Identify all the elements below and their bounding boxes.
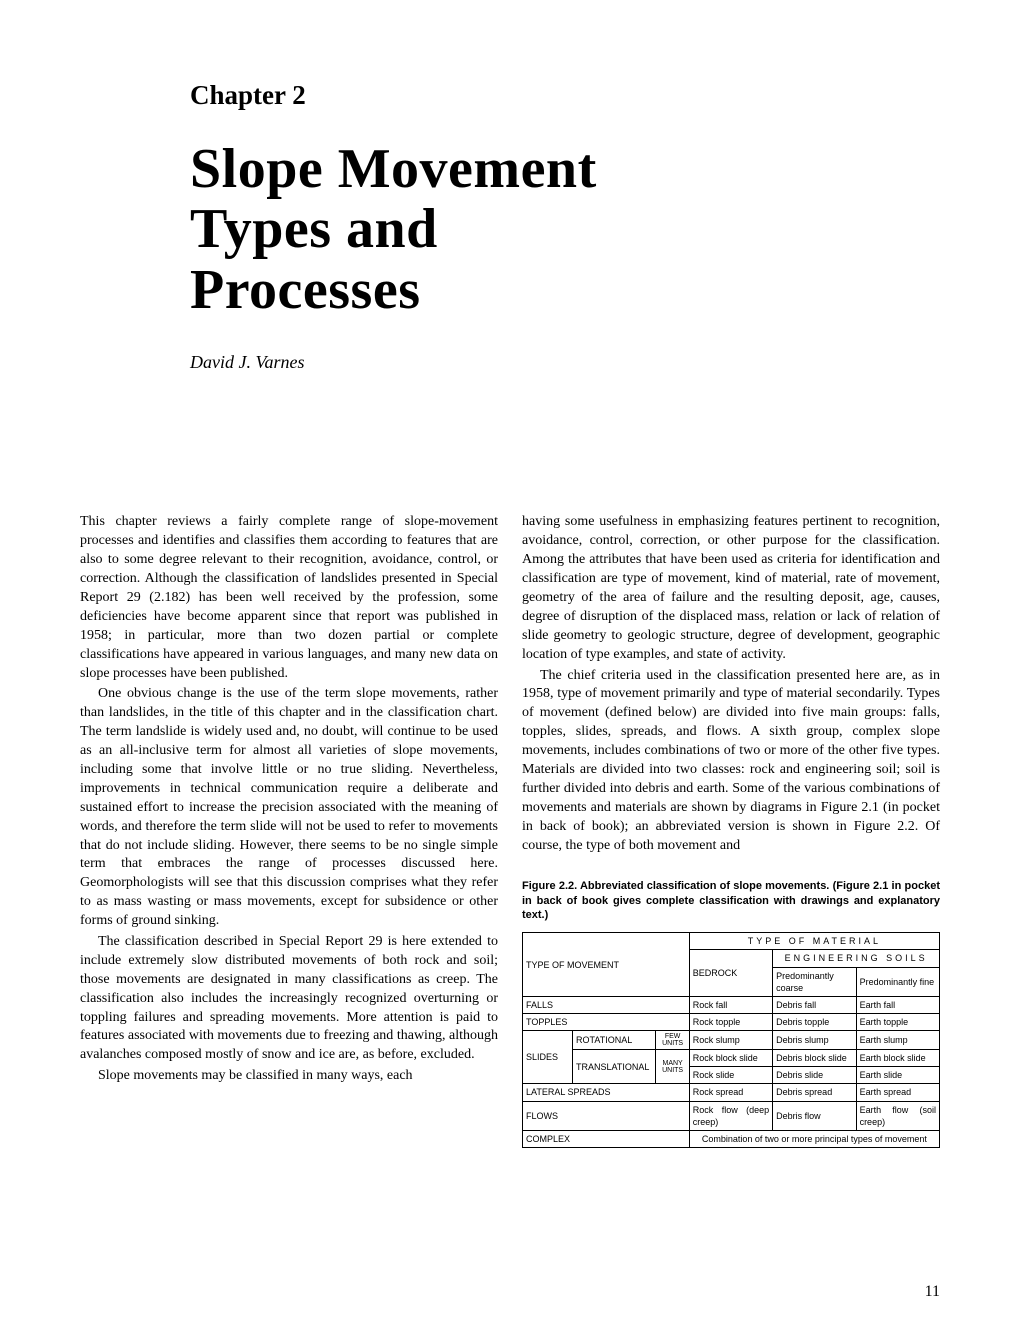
flows-label: FLOWS [523, 1101, 690, 1130]
lateral-bedrock: Rock spread [689, 1084, 772, 1101]
table-row: TRANSLATIONAL MANY UNITS Rock block slid… [523, 1050, 940, 1067]
header-bedrock: BEDROCK [689, 950, 772, 996]
left-column: This chapter reviews a fairly complete r… [80, 513, 498, 1148]
table-row: SLIDES ROTATIONAL FEW UNITS Rock slump D… [523, 1031, 940, 1050]
trans-coarse1: Debris block slide [773, 1050, 856, 1067]
chapter-title: Slope Movement Types and Processes [190, 139, 940, 320]
slides-label: SLIDES [523, 1031, 573, 1084]
topples-fine: Earth topple [856, 1014, 939, 1031]
rot-fine: Earth slump [856, 1031, 939, 1050]
falls-fine: Earth fall [856, 996, 939, 1013]
rot-bedrock: Rock slump [689, 1031, 772, 1050]
page-number: 11 [925, 1283, 940, 1301]
falls-bedrock: Rock fall [689, 996, 772, 1013]
lateral-label: LATERAL SPREADS [523, 1084, 690, 1101]
title-line-2: Types and [190, 199, 940, 259]
left-p4: Slope movements may be classified in man… [80, 1067, 498, 1086]
complex-label: COMPLEX [523, 1130, 690, 1147]
falls-label: FALLS [523, 996, 690, 1013]
lateral-fine: Earth spread [856, 1084, 939, 1101]
header-eng-soils: ENGINEERING SOILS [773, 950, 940, 967]
many-units: MANY UNITS [656, 1050, 689, 1084]
trans-bedrock2: Rock slide [689, 1067, 772, 1084]
classification-table: TYPE OF MOVEMENT TYPE OF MATERIAL BEDROC… [522, 932, 940, 1148]
translational-label: TRANSLATIONAL [573, 1050, 656, 1084]
trans-fine1: Earth block slide [856, 1050, 939, 1067]
table-row: FALLS Rock fall Debris fall Earth fall [523, 996, 940, 1013]
topples-label: TOPPLES [523, 1014, 690, 1031]
title-line-1: Slope Movement [190, 139, 940, 199]
flows-bedrock: Rock flow (deep creep) [689, 1101, 772, 1130]
header-movement: TYPE OF MOVEMENT [523, 933, 690, 997]
topples-bedrock: Rock topple [689, 1014, 772, 1031]
trans-bedrock1: Rock block slide [689, 1050, 772, 1067]
right-p1: having some usefulness in emphasizing fe… [522, 513, 940, 664]
left-p3: The classification described in Special … [80, 933, 498, 1065]
author: David J. Varnes [190, 352, 940, 373]
flows-fine: Earth flow (soil creep) [856, 1101, 939, 1130]
table-row: TYPE OF MOVEMENT TYPE OF MATERIAL [523, 933, 940, 950]
chapter-label: Chapter 2 [190, 80, 940, 111]
right-column: having some usefulness in emphasizing fe… [522, 513, 940, 1148]
header-material: TYPE OF MATERIAL [689, 933, 939, 950]
left-p2: One obvious change is the use of the ter… [80, 685, 498, 931]
few-units: FEW UNITS [656, 1031, 689, 1050]
falls-coarse: Debris fall [773, 996, 856, 1013]
rot-coarse: Debris slump [773, 1031, 856, 1050]
table-row: LATERAL SPREADS Rock spread Debris sprea… [523, 1084, 940, 1101]
table-row: TOPPLES Rock topple Debris topple Earth … [523, 1014, 940, 1031]
flows-coarse: Debris flow [773, 1101, 856, 1130]
table-row: COMPLEX Combination of two or more princ… [523, 1130, 940, 1147]
header-coarse: Predominantly coarse [773, 967, 856, 996]
left-p1: This chapter reviews a fairly complete r… [80, 513, 498, 683]
topples-coarse: Debris topple [773, 1014, 856, 1031]
rotational-label: ROTATIONAL [573, 1031, 656, 1050]
header-fine: Predominantly fine [856, 967, 939, 996]
figure-caption: Figure 2.2. Abbreviated classification o… [522, 879, 940, 922]
title-line-3: Processes [190, 260, 940, 320]
right-p2: The chief criteria used in the classific… [522, 667, 940, 856]
body-columns: This chapter reviews a fairly complete r… [80, 513, 940, 1148]
trans-fine2: Earth slide [856, 1067, 939, 1084]
complex-note: Combination of two or more principal typ… [689, 1130, 939, 1147]
lateral-coarse: Debris spread [773, 1084, 856, 1101]
trans-coarse2: Debris slide [773, 1067, 856, 1084]
table-row: FLOWS Rock flow (deep creep) Debris flow… [523, 1101, 940, 1130]
